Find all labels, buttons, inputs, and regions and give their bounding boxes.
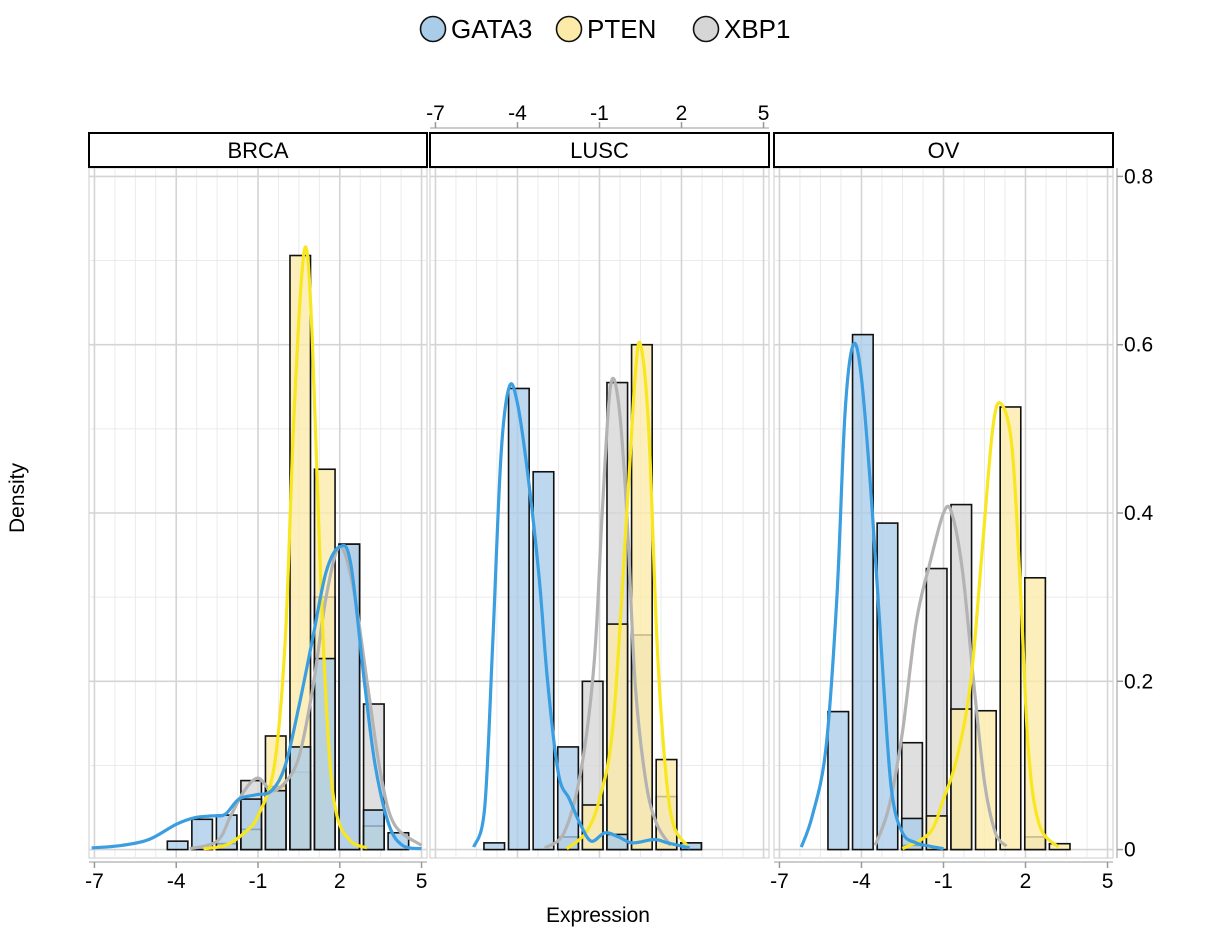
x-tick-label: 2 <box>676 102 688 125</box>
panels: BRCA LUSC OV <box>88 132 1114 859</box>
x-tick-label: 2 <box>1020 870 1032 893</box>
panel-lusc: LUSC <box>429 132 770 859</box>
density-curves <box>472 340 691 850</box>
bar-gata3 <box>191 818 214 851</box>
axes: -7 -4 -1 2 5-7 -4 -1 2 5-7 -4 -1 2 500.20.40.60.8 <box>85 102 1153 893</box>
bar-gata3 <box>289 746 312 851</box>
legend: GATA3 PTEN XBP1 <box>419 14 791 44</box>
x-tick-label: -1 <box>590 102 609 125</box>
density-line-gata3 <box>472 382 691 850</box>
bar-gata3 <box>362 809 385 851</box>
bar-gata3 <box>264 789 287 851</box>
bar-gata3 <box>338 543 361 851</box>
bar-pten <box>950 708 973 851</box>
legend-label-gata3: GATA3 <box>451 14 532 44</box>
density-line-gata3 <box>91 543 422 851</box>
density-line-gata3 <box>799 341 944 851</box>
x-tick-label: 5 <box>758 102 770 125</box>
density-curves <box>91 245 423 851</box>
y-tick-label: 0.8 <box>1124 165 1153 188</box>
bar-gata3 <box>507 387 530 851</box>
x-tick-label: -4 <box>167 870 186 893</box>
facet-label-brca: BRCA <box>227 138 288 163</box>
bar-pten <box>1048 842 1071 851</box>
x-tick-label: -1 <box>249 870 268 893</box>
x-tick-label: -1 <box>934 870 953 893</box>
bar-xbp1 <box>925 567 948 851</box>
bar-gata3 <box>166 840 189 851</box>
density-line-pten <box>565 340 689 850</box>
bar-gata3 <box>532 470 555 851</box>
grid <box>89 168 427 858</box>
bar-gata3 <box>827 710 850 851</box>
x-tick-label: 5 <box>1102 870 1114 893</box>
legend-label-xbp1: XBP1 <box>724 14 791 44</box>
y-tick-label: 0.4 <box>1124 502 1154 525</box>
y-axis-title: Density <box>6 462 29 533</box>
bar-pten <box>999 406 1022 851</box>
density-line-xbp1 <box>543 376 672 850</box>
legend-label-pten: PTEN <box>587 14 656 44</box>
bar-gata3 <box>483 842 506 851</box>
x-tick-label: -4 <box>508 102 527 125</box>
facet-label-lusc: LUSC <box>570 138 629 163</box>
x-tick-label: -7 <box>85 870 104 893</box>
density-line-pten <box>203 245 368 851</box>
legend-key-pten <box>555 15 583 43</box>
facet-strip <box>773 132 1114 168</box>
x-axis-title: Expression <box>546 904 650 927</box>
x-tick-label: -7 <box>426 102 445 125</box>
density-curves <box>799 341 1060 851</box>
bar-gata3 <box>876 522 899 851</box>
y-tick-label: 0.6 <box>1124 334 1153 357</box>
bar-pten <box>655 758 678 851</box>
x-tick-label: -7 <box>770 870 789 893</box>
x-tick-label: 5 <box>416 870 428 893</box>
facet-strip <box>88 132 428 168</box>
density-line-xbp1 <box>873 504 1008 848</box>
x-tick-label: -4 <box>852 870 871 893</box>
panel-brca: BRCA <box>88 132 428 859</box>
y-tick-label: 0.2 <box>1124 670 1153 693</box>
panel-ov: OV <box>773 132 1114 859</box>
bar-gata3 <box>851 333 874 851</box>
x-tick-label: 2 <box>334 870 346 893</box>
facet-label-ov: OV <box>928 138 960 163</box>
legend-key-gata3 <box>419 15 447 43</box>
facet-strip <box>429 132 770 168</box>
bar-pten <box>581 804 604 851</box>
density-line-pten <box>901 401 1060 851</box>
legend-key-xbp1 <box>692 15 720 43</box>
y-tick-label: 0 <box>1124 839 1136 862</box>
